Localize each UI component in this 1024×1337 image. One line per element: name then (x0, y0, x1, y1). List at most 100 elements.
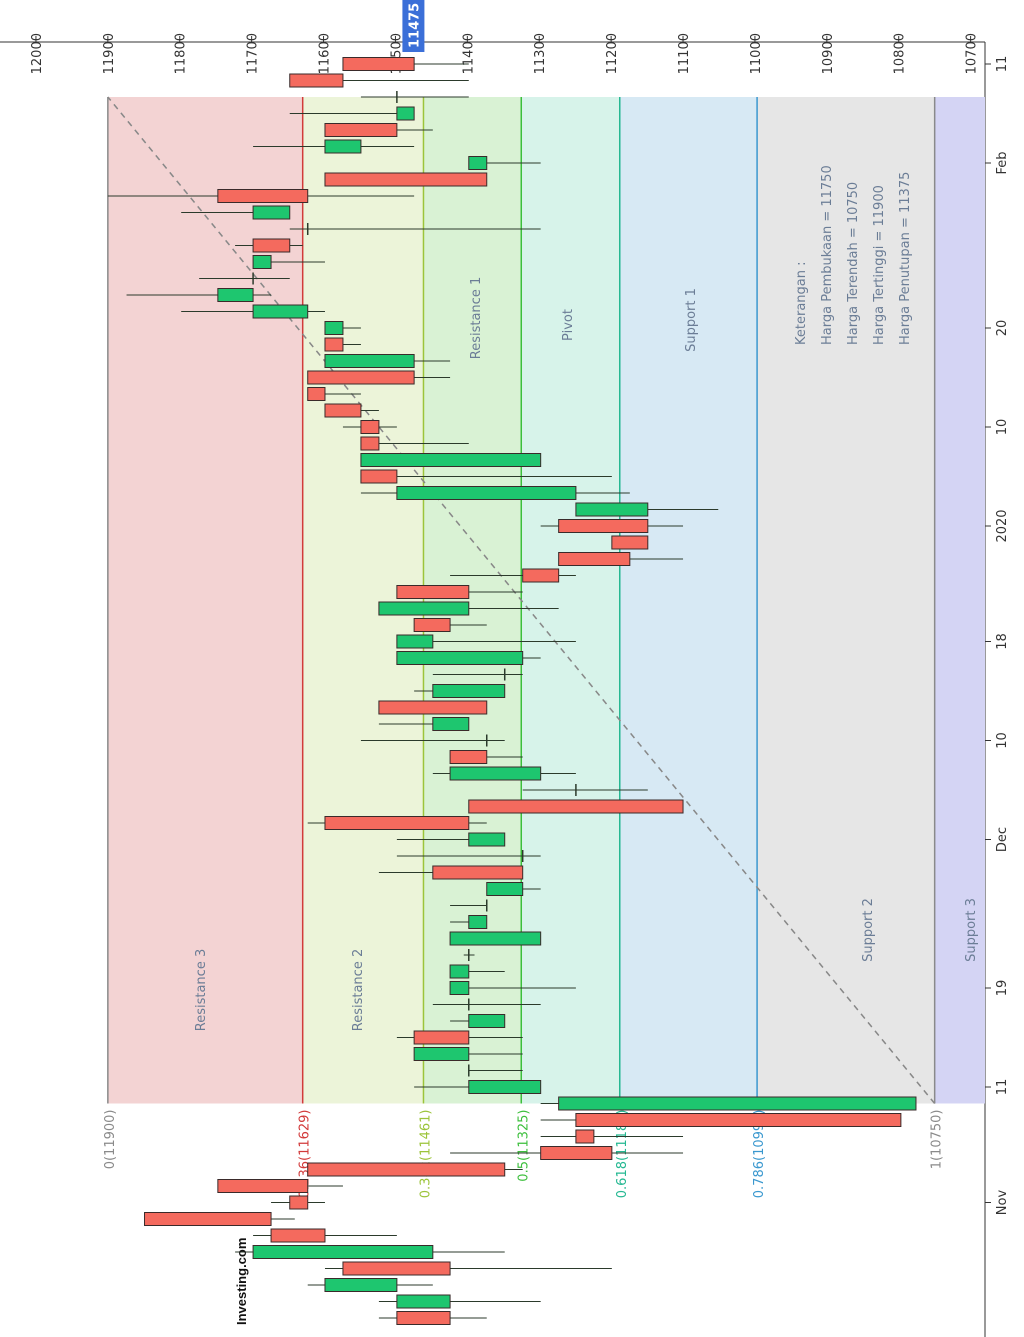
price-tick-label: 11200 (605, 33, 620, 74)
candle-body (449, 981, 470, 995)
candle-body (324, 123, 398, 137)
fib-zone (423, 97, 522, 1104)
candle-body (468, 799, 684, 814)
candle-body (396, 1311, 451, 1325)
price-tick-label: 10800 (893, 33, 908, 74)
candle-body (575, 1113, 902, 1127)
candle-body (449, 766, 542, 781)
candle-body (307, 1162, 506, 1177)
candle-body (217, 288, 254, 302)
candle-body (413, 1030, 470, 1045)
price-tick-label: 10900 (821, 33, 836, 74)
zone-label: Support 2 (861, 898, 876, 962)
candle-body (468, 1080, 542, 1094)
fib-zone (521, 97, 620, 1104)
candle-body (413, 1047, 470, 1061)
annotation: Harga Penutupan = 11375 (898, 172, 913, 345)
candle-body (468, 832, 506, 847)
candle-body (396, 585, 470, 599)
candle-body (270, 1228, 326, 1243)
fib-level-label: 0.5(11325) (516, 1110, 531, 1182)
time-tick-label: 20 (995, 320, 1010, 337)
time-tick-label: Dec (995, 827, 1010, 852)
fib-level-label: 0.382(11461) (418, 1110, 433, 1199)
candle-body (360, 420, 380, 434)
candle-body (413, 618, 451, 632)
price-tick-label: 11900 (102, 33, 117, 74)
candle-body (252, 238, 291, 253)
time-tick-label: 19 (995, 980, 1010, 997)
candle-body (468, 156, 488, 170)
price-tick-label: 12000 (30, 33, 45, 74)
fib-zone (302, 97, 424, 1104)
candle-body (324, 816, 470, 830)
time-tick-label: Nov (995, 1190, 1010, 1216)
candle-body (324, 321, 344, 335)
last-price-box (402, 0, 425, 52)
candle-body (289, 73, 344, 88)
candle-body (432, 717, 470, 731)
price-tick-label: 11000 (749, 33, 764, 74)
candle-body (360, 453, 542, 467)
candle-body (449, 931, 542, 946)
time-tick-label: 11 (995, 1079, 1010, 1096)
candle-body (558, 519, 649, 533)
candle-body (396, 651, 524, 665)
candle-body (252, 255, 272, 269)
candle-body (540, 1146, 613, 1160)
price-tick-label: 11600 (318, 33, 333, 74)
zone-label: Resistance 1 (469, 277, 484, 359)
annotation: Keterangan : (794, 262, 809, 346)
candle-body (522, 568, 560, 583)
time-tick-label: 10 (995, 732, 1010, 749)
logo: Investing.com (234, 1238, 249, 1325)
last-price-label: 11475 (407, 3, 422, 48)
candle-body (486, 882, 524, 896)
candle-body (432, 865, 524, 880)
price-tick-label: 10700 (965, 33, 980, 74)
price-tick-label: 11100 (677, 33, 692, 74)
annotation: Harga Pembukaan = 11750 (820, 165, 835, 345)
fib-trend-line (107, 96, 936, 1104)
candle-body (468, 1014, 506, 1028)
fib-level-label: 0(11900) (103, 1110, 118, 1170)
candle-body (378, 700, 488, 715)
candle-body (307, 370, 415, 385)
candle-body (396, 1294, 451, 1309)
candle-body (217, 189, 309, 203)
candle-body (378, 601, 470, 616)
candle-body (342, 57, 415, 71)
zone-label: Resistance 2 (351, 949, 366, 1031)
candle-body (252, 1245, 434, 1259)
annotation: Harga Terendah = 10750 (846, 182, 861, 345)
fib-level-label: 1(10750) (930, 1110, 945, 1170)
candle-body (468, 915, 488, 929)
candle-body (396, 486, 577, 500)
time-tick-label: 18 (995, 633, 1010, 650)
fib-zone (934, 97, 985, 1104)
annotation: Harga Tertinggi = 11900 (872, 185, 887, 345)
time-tick-label: Feb (995, 151, 1010, 174)
candle-body (611, 535, 649, 550)
fib-level-label: 0.786(10997) (752, 1110, 767, 1199)
candle-body (252, 205, 291, 220)
candle-body (558, 552, 631, 566)
zone-label: Support 1 (684, 288, 699, 352)
price-tick-label: 11400 (461, 33, 476, 74)
candle-body (144, 1212, 272, 1226)
candle-body (289, 1195, 309, 1210)
candle-body (252, 304, 309, 319)
candle-body (324, 354, 415, 368)
candle-body (324, 403, 362, 418)
price-tick-label: 11700 (246, 33, 261, 74)
zone-label: Support 3 (964, 898, 979, 962)
zone-label: Pivot (561, 309, 576, 341)
candle-body (324, 139, 362, 154)
time-tick-label: 10 (995, 419, 1010, 436)
time-tick-label: 11 (995, 56, 1010, 73)
candle-body (324, 337, 344, 352)
zone-label: Resistance 3 (194, 949, 209, 1031)
fib-zone (619, 97, 758, 1104)
candle-body (307, 387, 326, 401)
